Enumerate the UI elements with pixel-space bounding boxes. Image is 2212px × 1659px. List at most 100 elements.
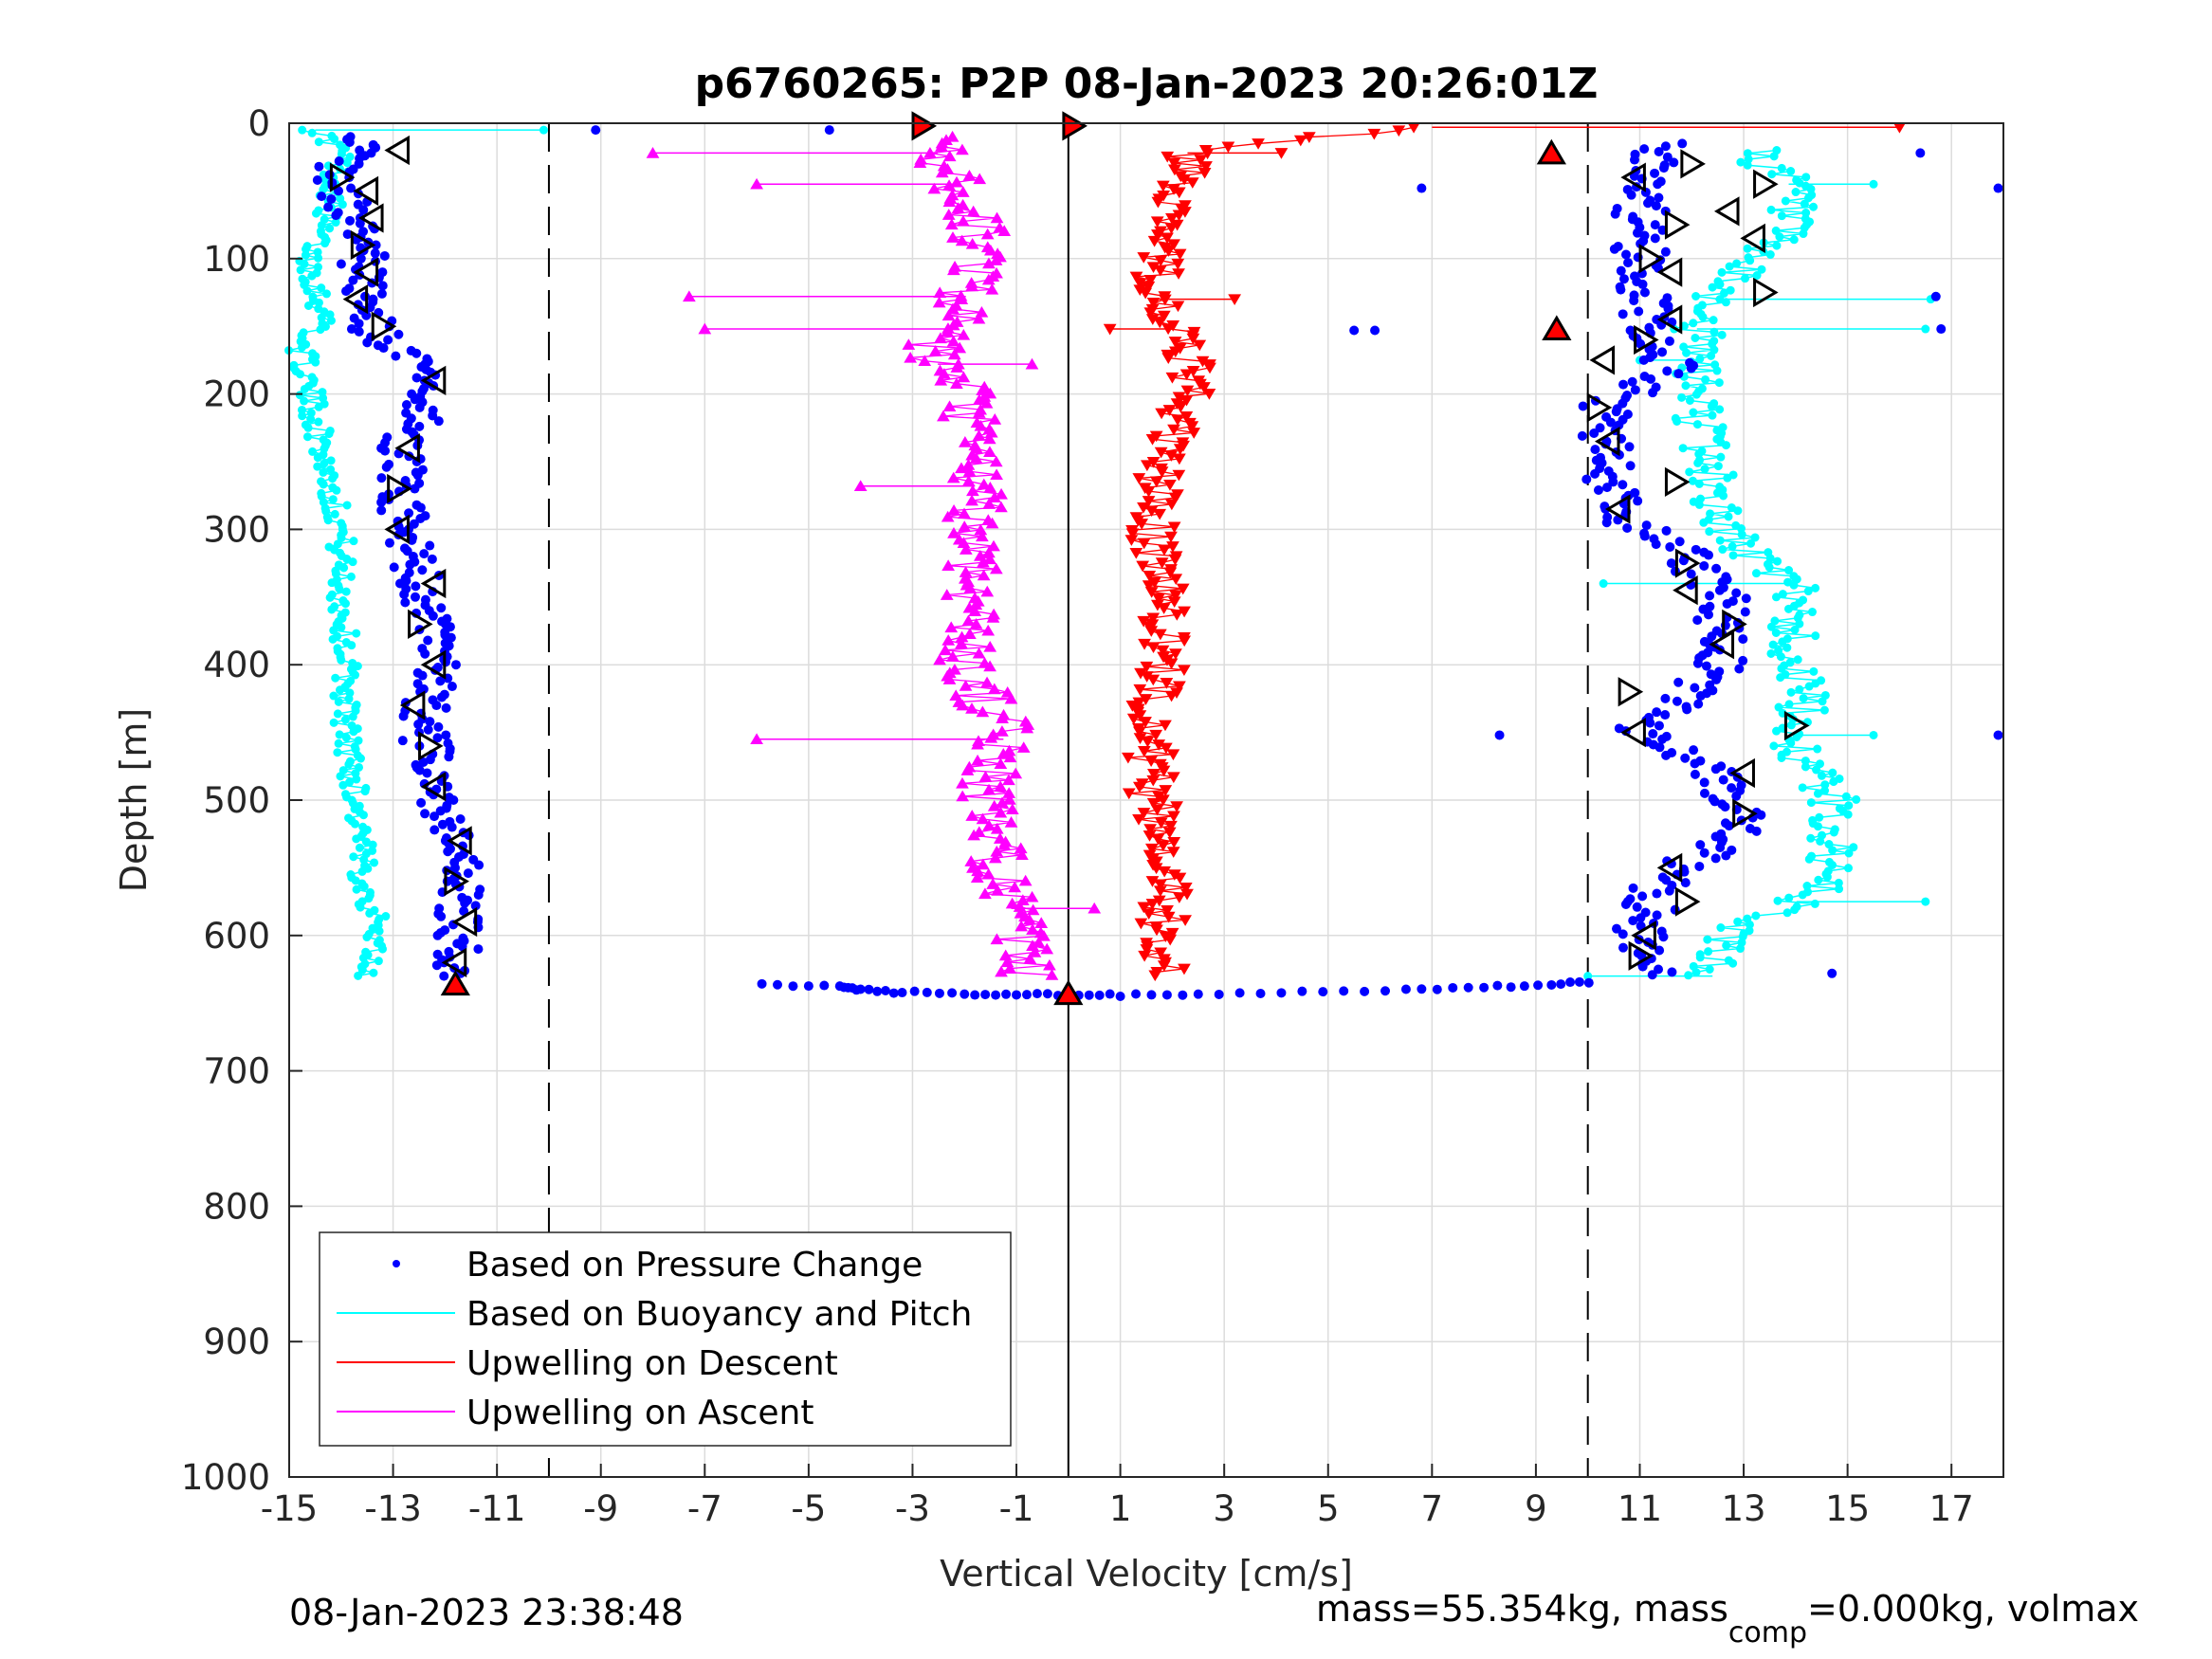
pressure-point (1618, 274, 1629, 284)
buoyancy-spike-point (1921, 897, 1930, 906)
upwelling-ascent-point (956, 186, 970, 197)
upwelling-descent-point (1132, 473, 1146, 484)
pressure-point (312, 174, 322, 185)
upwelling-ascent-point (996, 712, 1009, 724)
upwelling-ascent-point (946, 264, 960, 276)
pressure-point (444, 752, 454, 762)
pressure-point (1667, 967, 1677, 977)
upwelling-ascent-point (966, 205, 980, 217)
buoyancy-point (1813, 822, 1822, 831)
upwelling-descent-point (1143, 824, 1158, 835)
pressure-bottom-point (1012, 990, 1022, 1000)
pressure-point (354, 326, 364, 337)
buoyancy-point (1691, 291, 1701, 301)
x-tick-label: 15 (1825, 1488, 1870, 1529)
upwelling-descent-point (1167, 521, 1181, 534)
pressure-point (422, 768, 432, 778)
upwelling-ascent-point (913, 156, 927, 168)
buoyancy-point (350, 819, 359, 829)
pressure-point (380, 446, 391, 456)
descent-event-triangle (451, 906, 478, 938)
upwelling-ascent-point (1028, 946, 1042, 957)
buoyancy-point (319, 480, 328, 489)
upwelling-descent-point (1169, 590, 1182, 602)
buoyancy-point (351, 670, 360, 680)
pressure-bottom-point (1479, 982, 1490, 993)
upwelling-descent-point (1122, 788, 1136, 800)
buoyancy-point (1725, 262, 1734, 271)
buoyancy-point (1715, 280, 1725, 289)
upwelling-descent-point (1162, 827, 1177, 839)
pressure-point (377, 281, 388, 291)
pressure-bottom-point (1146, 990, 1157, 1000)
buoyancy-point (1733, 506, 1743, 516)
pressure-point (1718, 775, 1728, 785)
footer-mass-text-after: =0.000kg, volmax (1807, 1588, 2139, 1630)
pressure-point (1618, 309, 1628, 319)
buoyancy-point (316, 325, 325, 335)
pressure-point (1695, 691, 1706, 702)
pressure-point (1648, 729, 1658, 739)
upwelling-ascent-point (935, 140, 948, 152)
buoyancy-point (326, 316, 336, 325)
pressure-bottom-point (855, 984, 866, 994)
upwelling-ascent-point (988, 491, 1001, 502)
buoyancy-point (326, 456, 336, 465)
pressure-bottom-point (991, 990, 1001, 1000)
pressure-point (423, 635, 433, 646)
upwelling-descent-point (1178, 665, 1191, 677)
pressure-point (436, 603, 447, 613)
upwelling-descent-point (1302, 132, 1316, 143)
upwelling-ascent-point (961, 614, 976, 627)
upwelling-descent-point (1158, 866, 1172, 878)
pressure-point (417, 670, 428, 681)
pressure-point (1704, 550, 1714, 560)
buoyancy-point (1704, 947, 1713, 957)
upwelling-descent-point (1158, 294, 1172, 306)
ascent-event-triangle (1631, 921, 1656, 951)
pressure-bottom-point (1463, 982, 1473, 993)
pressure-point (1650, 168, 1660, 178)
pressure-point (436, 692, 447, 702)
buoyancy-point (1777, 753, 1786, 762)
pressure-point (1636, 239, 1646, 249)
upwelling-ascent-point (990, 822, 1004, 834)
upwelling-descent-point (1173, 681, 1186, 693)
buoyancy-point (1764, 562, 1774, 572)
pressure-point (1637, 279, 1648, 289)
x-tick-label: -11 (468, 1488, 525, 1529)
red-event-marker (1053, 979, 1084, 1006)
pressure-point (415, 513, 426, 523)
upwelling-descent-point (1179, 915, 1192, 926)
upwelling-descent-point (1167, 811, 1180, 823)
upwelling-descent-point (1197, 167, 1212, 179)
ascent-event-triangle (1674, 548, 1701, 578)
buoyancy-point (333, 748, 342, 757)
pressure-point (1665, 541, 1675, 552)
pressure-point (435, 676, 446, 686)
pressure-point (383, 335, 393, 345)
upwelling-ascent-point (939, 644, 952, 656)
upwelling-descent-point (1137, 538, 1151, 550)
upwelling-descent-point (1141, 460, 1154, 472)
pressure-bottom-point (1565, 977, 1576, 988)
buoyancy-point (375, 926, 384, 936)
upwelling-descent-point (1151, 229, 1164, 241)
upwelling-descent-point (1173, 453, 1186, 465)
buoyancy-point (327, 605, 337, 614)
upwelling-descent-spike-point (1274, 148, 1289, 159)
buoyancy-point (1691, 390, 1701, 399)
upwelling-ascent-point (956, 790, 970, 802)
pressure-point (400, 597, 411, 608)
upwelling-ascent-point (1026, 923, 1039, 935)
buoyancy-point (1790, 905, 1800, 915)
pressure-point (1711, 674, 1722, 684)
buoyancy-point (1798, 783, 1807, 793)
pressure-point (1638, 355, 1649, 365)
pressure-point (449, 863, 460, 873)
pressure-point (459, 906, 469, 917)
upwelling-descent-point (1157, 794, 1170, 807)
pressure-point (1727, 783, 1737, 793)
descent-event-triangle (353, 175, 379, 207)
buoyancy-point (1786, 738, 1796, 748)
